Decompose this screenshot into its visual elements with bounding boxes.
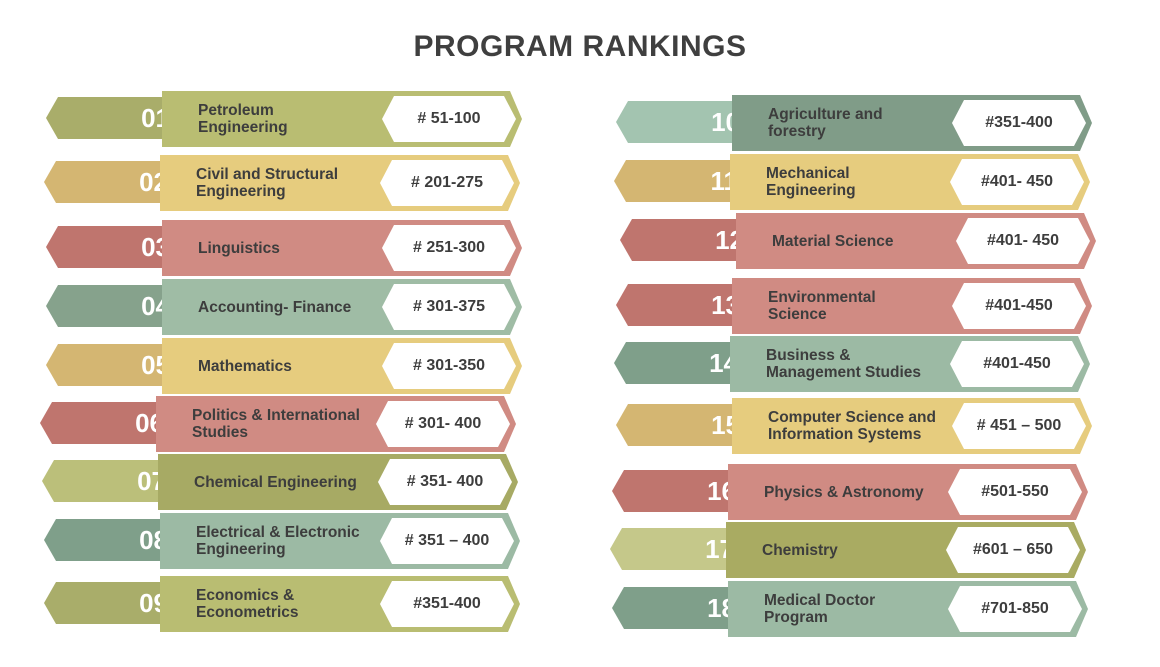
- program-name: Material Science: [772, 232, 894, 250]
- program-name: Petroleum Engineering: [198, 102, 288, 136]
- program-name: Accounting- Finance: [198, 298, 352, 316]
- rank-range: #351-400: [952, 100, 1086, 146]
- program-name: Economics & Econometrics: [196, 587, 299, 621]
- rank-range: # 51-100: [382, 96, 516, 142]
- program-name: Chemistry: [762, 541, 838, 559]
- rank-range: # 451 – 500: [952, 403, 1086, 449]
- rank-range: #401-450: [950, 341, 1084, 387]
- program-name: Computer Science and Information Systems: [768, 409, 936, 443]
- program-name: Civil and Structural Engineering: [196, 166, 339, 200]
- program-name: Business & Management Studies: [766, 347, 922, 381]
- rank-range: # 301-375: [382, 284, 516, 330]
- rank-range: # 301-350: [382, 343, 516, 389]
- rank-range: #701-850: [948, 586, 1082, 632]
- rank-range: #501-550: [948, 469, 1082, 515]
- page-title: PROGRAM RANKINGS: [413, 30, 747, 63]
- rank-range: # 351- 400: [378, 459, 512, 505]
- program-name: Chemical Engineering: [194, 473, 357, 491]
- program-name: Electrical & Electronic Engineering: [196, 524, 360, 558]
- program-name: Agriculture and forestry: [768, 106, 883, 140]
- program-name: Mechanical Engineering: [766, 165, 856, 199]
- program-name: Physics & Astronomy: [764, 483, 924, 501]
- rank-range: # 301- 400: [376, 401, 510, 447]
- program-name: Environmental Science: [768, 289, 876, 323]
- program-name: Politics & International Studies: [192, 407, 360, 441]
- rank-range: #401- 450: [950, 159, 1084, 205]
- rank-range: # 201-275: [380, 160, 514, 206]
- rank-range: #601 – 650: [946, 527, 1080, 573]
- rank-range: # 351 – 400: [380, 518, 514, 564]
- rank-range: # 251-300: [382, 225, 516, 271]
- program-name: Mathematics: [198, 357, 292, 375]
- rank-range: #351-400: [380, 581, 514, 627]
- rank-range: #401- 450: [956, 218, 1090, 264]
- rank-range: #401-450: [952, 283, 1086, 329]
- program-name: Linguistics: [198, 239, 280, 257]
- program-name: Medical Doctor Program: [764, 592, 876, 626]
